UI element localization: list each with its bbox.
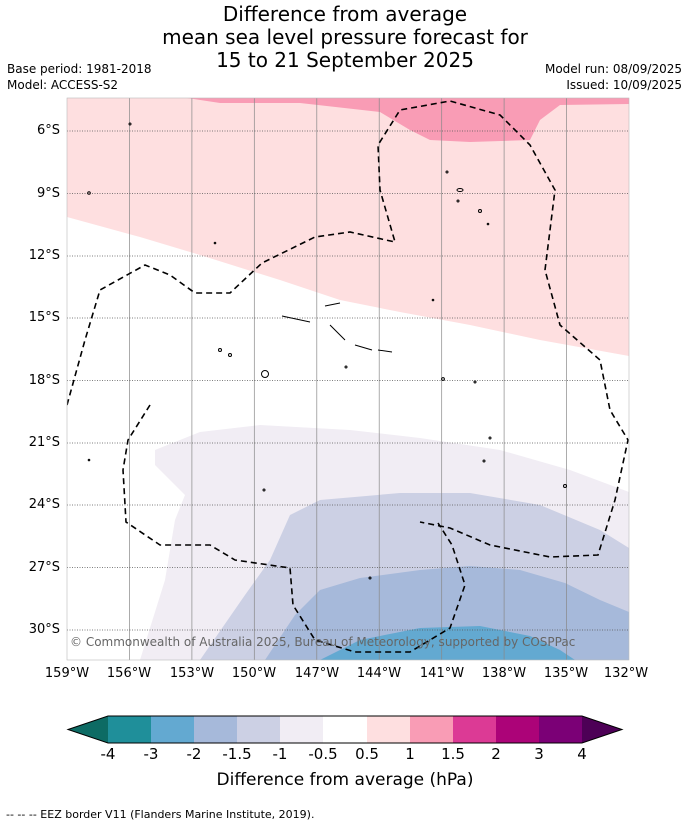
colorbar-tick: 1.5	[441, 745, 465, 763]
eez-borders	[67, 100, 629, 653]
colorbar-segment-9	[453, 716, 496, 743]
colorbar-tick: -1.5	[222, 745, 252, 763]
colorbar-segment-5	[280, 716, 323, 743]
lon-label-156w: 156°W	[106, 666, 152, 681]
colorbar-tick: -0.5	[308, 745, 338, 763]
colorbar-over-triangle	[582, 716, 622, 743]
colorbar	[66, 715, 624, 744]
colorbar-segment-8	[410, 716, 453, 743]
lat-label-24s: 24°S	[28, 497, 60, 512]
colorbar-segment-3	[194, 716, 237, 743]
lat-label-9s: 9°S	[36, 186, 60, 201]
colorbar-segment-1	[108, 716, 151, 743]
colorbar-tick: 3	[534, 745, 544, 763]
colorbar-tick: 4	[577, 745, 587, 763]
colorbar-tick: -4	[100, 745, 116, 763]
colorbar-under-triangle	[68, 716, 108, 743]
colorbar-tick: -3	[143, 745, 159, 763]
title-line-3: 15 to 21 September 2025	[216, 48, 474, 72]
anomaly-map	[67, 98, 629, 660]
colorbar-segment-10	[496, 716, 539, 743]
lat-label-15s: 15°S	[28, 310, 60, 325]
colorbar-tick: -2	[186, 745, 202, 763]
model-name: Model: ACCESS-S2	[7, 78, 119, 92]
lat-label-21s: 21°S	[28, 435, 60, 450]
contour-band-1	[187, 98, 629, 142]
lon-label-147w: 147°W	[294, 666, 340, 681]
lon-label-153w: 153°W	[169, 666, 215, 681]
gridlines	[129, 98, 567, 660]
lat-label-27s: 27°S	[28, 560, 60, 575]
lon-label-132w: 132°W	[603, 666, 649, 681]
lat-label-12s: 12°S	[28, 248, 60, 263]
lon-label-135w: 135°W	[543, 666, 589, 681]
contour-band-neg2	[320, 626, 575, 660]
title-line-1: Difference from average	[222, 2, 468, 26]
lat-label-18s: 18°S	[28, 373, 60, 388]
contour-band-0.5	[67, 98, 629, 356]
colorbar-segment-7	[367, 716, 410, 743]
islands	[87, 122, 567, 580]
colorbar-segment-6	[323, 716, 367, 743]
colorbar-title: Difference from average (hPa)	[216, 770, 474, 790]
colorbar-tick: 2	[491, 745, 501, 763]
issued-date: Issued: 10/09/2025	[566, 78, 682, 92]
colorbar-tick: -1	[272, 745, 288, 763]
colorbar-segment-11	[539, 716, 582, 743]
title-line-2: mean sea level pressure forecast for	[162, 25, 528, 49]
colorbar-segment-4	[237, 716, 280, 743]
colorbar-tick: 1	[405, 745, 415, 763]
lon-label-141w: 141°W	[419, 666, 465, 681]
lon-label-159w: 159°W	[44, 666, 90, 681]
base-period: Base period: 1981-2018	[7, 62, 152, 76]
lon-label-144w: 144°W	[356, 666, 402, 681]
map-frame	[66, 97, 630, 661]
lon-label-150w: 150°W	[231, 666, 277, 681]
lon-label-138w: 138°W	[481, 666, 527, 681]
copyright-notice: © Commonwealth of Australia 2025, Bureau…	[70, 635, 576, 649]
lat-label-30s: 30°S	[28, 622, 60, 637]
colorbar-segment-2	[151, 716, 194, 743]
colorbar-tick: 0.5	[355, 745, 379, 763]
model-run: Model run: 08/09/2025	[544, 62, 682, 76]
eez-legend-footnote: -- -- -- EEZ border V11 (Flanders Marine…	[6, 808, 315, 821]
lat-label-6s: 6°S	[36, 123, 60, 138]
contour-band-neg1.5	[265, 566, 629, 660]
